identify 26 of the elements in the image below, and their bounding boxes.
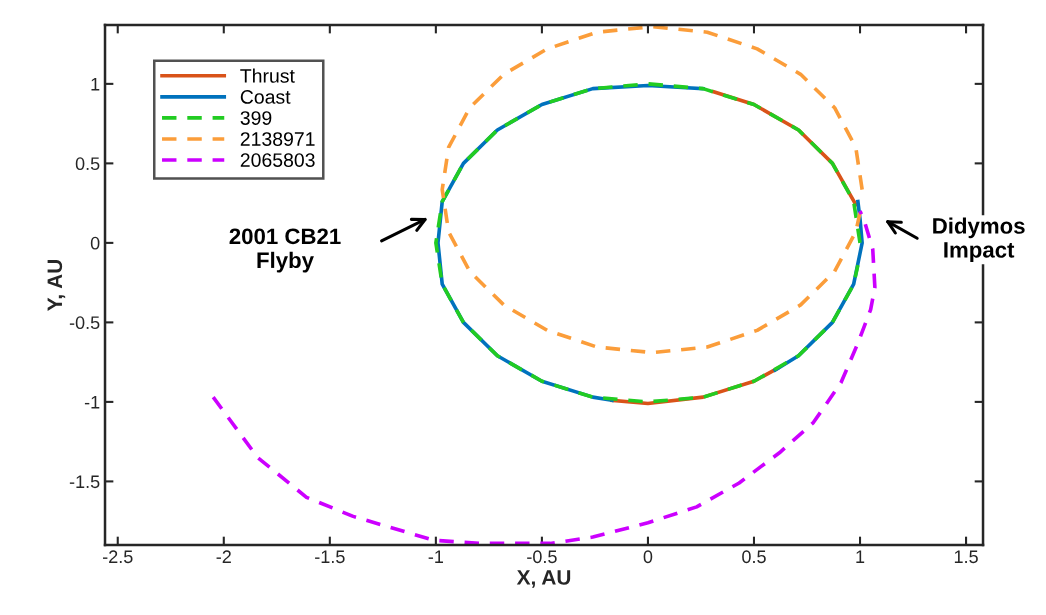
legend-label: 2065803 <box>240 153 315 167</box>
x-tick-label: 1 <box>856 550 865 563</box>
y-axis-title: Y, AU <box>47 260 66 311</box>
legend-label: Coast <box>240 90 291 104</box>
y-tick-label: 1 <box>91 77 100 91</box>
annotation: Didymos Impact <box>933 217 1025 263</box>
y-tick-label: 0.5 <box>75 157 100 171</box>
y-tick-label: -1 <box>84 396 100 409</box>
legend-label: 399 <box>240 111 272 125</box>
legend-label: 2138971 <box>240 132 315 146</box>
annotation: 2001 CB21 Flyby <box>229 228 341 273</box>
y-tick-label: -0.5 <box>69 316 100 330</box>
x-tick-label: 0.5 <box>742 550 766 564</box>
x-tick-label: -2 <box>216 550 231 563</box>
x-tick-label: -2.5 <box>102 550 133 564</box>
x-tick-label: -1.5 <box>315 550 345 564</box>
y-tick-label: 0 <box>90 236 100 250</box>
x-tick-label: -1 <box>428 550 444 563</box>
x-tick-label: 0 <box>643 550 653 564</box>
y-tick-label: -1.5 <box>69 475 100 489</box>
line-series <box>211 209 877 546</box>
legend-label: Thrust <box>240 68 295 83</box>
x-axis-title: X, AU <box>516 570 571 588</box>
line-series <box>440 25 864 355</box>
x-tick-label: 1.5 <box>954 550 978 564</box>
x-tick-label: -0.5 <box>527 550 557 564</box>
